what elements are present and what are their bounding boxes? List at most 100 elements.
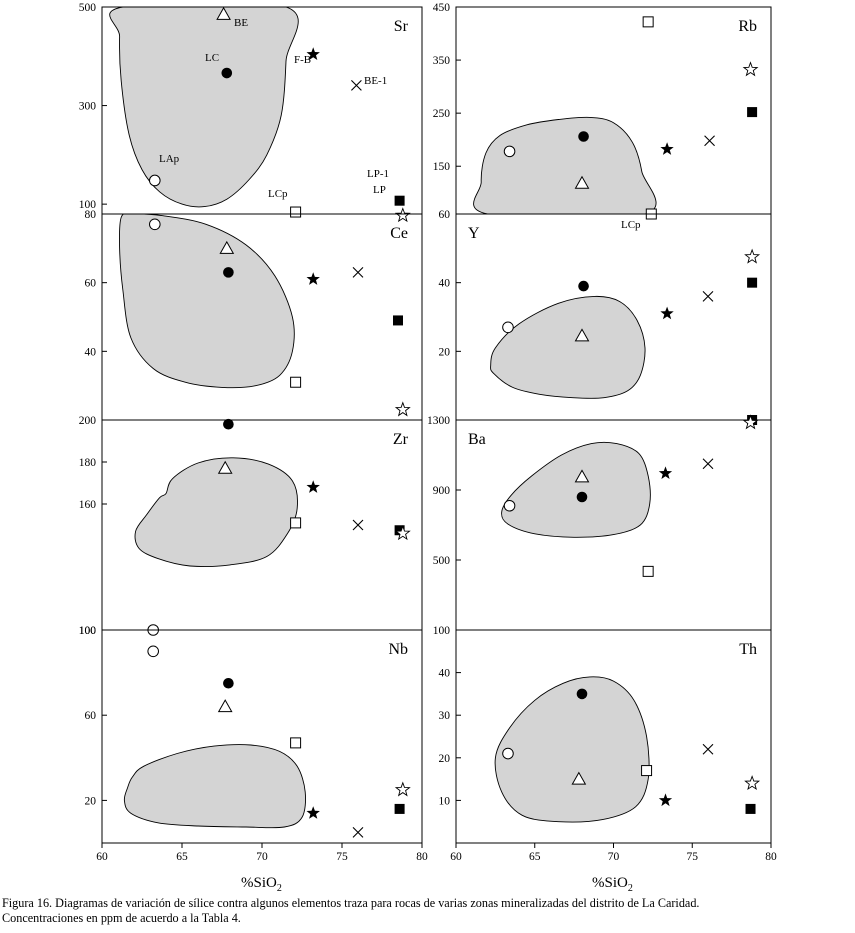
ytick-label-th-30: 30: [439, 710, 451, 722]
point-sr-be-2: [216, 6, 231, 20]
point-nb-be-2: [217, 699, 233, 713]
ytick-label-ce-60: 60: [85, 278, 97, 290]
x-axis-title-left: %SiO2: [241, 875, 282, 894]
point-nb-lc-0: [223, 677, 234, 689]
point-nb-lp-1-6: [394, 803, 405, 814]
point-rb-lp-1-7: [747, 107, 758, 118]
caption-line-2: Concentraciones en ppm de acuerdo a la T…: [2, 911, 241, 925]
field-nb: [123, 744, 306, 829]
point-y-f-b-3: [660, 306, 674, 320]
point-sr-f-b-3: [306, 47, 320, 60]
ytick-label-th-40: 40: [439, 668, 451, 680]
point-nb-lap-1: [147, 645, 159, 658]
ytick-label-nb-100: 100: [79, 625, 97, 637]
ytick-label-y-20: 20: [439, 346, 451, 358]
annotation-sr-be1: BE-1: [364, 75, 387, 87]
point-rb-lcp-5: [642, 16, 654, 28]
point-sr-be-1-4: [351, 79, 362, 91]
xtick-label-th-60: 60: [450, 851, 462, 863]
xtick-label-th-70: 70: [608, 851, 620, 863]
point-rb-lap-1: [503, 145, 516, 158]
point-nb-f-b-3: [306, 806, 320, 819]
point-th-lp-1-6: [745, 803, 756, 814]
point-rb-lc-0: [578, 131, 589, 142]
panel-th: 40 30 20 10 60 65 70 75 80 Th: [439, 629, 777, 863]
point-th-lap-1: [502, 747, 514, 760]
point-ba-lap-1: [503, 499, 516, 512]
ytick-label-ba-900: 900: [433, 485, 451, 497]
point-rb-lp-8: [742, 61, 759, 77]
ytick-label-rb-60: 60: [439, 209, 451, 221]
point-y-lp-1-5: [747, 277, 758, 288]
xtick-label-th-80: 80: [765, 851, 777, 863]
panel-label-ce: Ce: [390, 225, 408, 242]
point-y-lap-1: [502, 321, 514, 334]
caption-line-1: Figura 16. Diagramas de variación de síl…: [2, 896, 700, 910]
annotation-sr-lap: LAp: [159, 153, 180, 165]
panel-y: 40 20 Y: [439, 213, 772, 421]
point-ce-f-b-3: [306, 272, 320, 285]
panel-ba: 1300 900 500 100 Ba: [427, 414, 772, 637]
point-zr-lp-7: [394, 525, 411, 541]
point-th-lcp-5: [641, 765, 653, 777]
field-rb: [473, 116, 657, 214]
xtick-label-th-65: 65: [529, 851, 541, 863]
point-ba-lp-7: [742, 414, 759, 430]
ytick-label-th-10: 10: [439, 795, 451, 807]
point-y-lc-0: [578, 280, 589, 292]
ytick-label-zr-200: 200: [79, 415, 97, 427]
figure-caption: Figura 16. Diagramas de variación de síl…: [2, 896, 853, 926]
point-ba-be-2: [574, 469, 590, 483]
annotation-sr-be: BE: [234, 17, 248, 29]
ytick-label-ce-80: 80: [85, 209, 97, 221]
point-th-lp-7: [744, 775, 761, 791]
ytick-label-zr-160: 160: [79, 499, 97, 511]
annotation-sr-lp1: LP-1: [367, 168, 389, 180]
ytick-label-zr-100: 100: [79, 625, 97, 637]
point-y-be-2: [574, 328, 590, 342]
point-ce-be-2: [219, 240, 235, 254]
point-ba-f-b-3: [658, 466, 673, 479]
panel-label-rb: Rb: [738, 18, 757, 35]
xtick-label-nb-65: 65: [176, 851, 188, 863]
field-zr: [134, 457, 298, 567]
point-ce-lp-7: [394, 401, 411, 417]
ytick-label-rb-250: 250: [433, 108, 451, 120]
ytick-label-rb-350: 350: [433, 55, 451, 67]
point-zr-f-b-3: [306, 480, 320, 493]
point-sr-lp-7: [394, 207, 411, 223]
ytick-label-rb-450: 450: [433, 2, 451, 14]
point-zr-lp-1-6: [394, 525, 405, 536]
annotation-rb-lcp: LCp: [621, 219, 641, 231]
ytick-label-nb-20: 20: [85, 795, 97, 807]
ytick-label-sr-500: 500: [79, 2, 97, 14]
ytick-label-th-20: 20: [439, 753, 451, 765]
panel-rb: 450 350 250 150 60 Rb: [433, 2, 772, 221]
point-rb-be-2: [574, 175, 590, 189]
point-zr-lcp-5: [290, 517, 302, 529]
panel-label-ba: Ba: [468, 431, 486, 448]
panel-label-nb: Nb: [388, 641, 408, 658]
point-sr-lcp-5: [290, 206, 302, 218]
ytick-label-ba-500: 500: [433, 555, 451, 567]
xtick-label-nb-80: 80: [416, 851, 428, 863]
field-th: [494, 676, 650, 823]
point-sr-lp-1-6: [394, 195, 405, 206]
point-rb-be-1-4: [704, 135, 715, 147]
point-ce-lp-1-6: [393, 315, 403, 326]
point-ce-lcp-5: [290, 376, 302, 388]
point-sr-lap-1: [149, 174, 161, 187]
field-y: [490, 295, 646, 399]
annotation-sr-lcp: LCp: [268, 188, 288, 200]
panel-label-th: Th: [739, 641, 757, 658]
annotation-sr-fb: F-B: [294, 54, 311, 66]
field-ce: [118, 214, 295, 389]
field-ba: [501, 441, 651, 538]
point-rb-f-b-3: [660, 142, 674, 155]
point-sr-lc-0: [221, 67, 233, 79]
point-ba-lc-0: [576, 491, 588, 503]
point-ce-lc-0: [223, 267, 234, 278]
ytick-label-zr-180: 180: [79, 457, 97, 469]
point-ba-lcp-5: [642, 565, 654, 577]
